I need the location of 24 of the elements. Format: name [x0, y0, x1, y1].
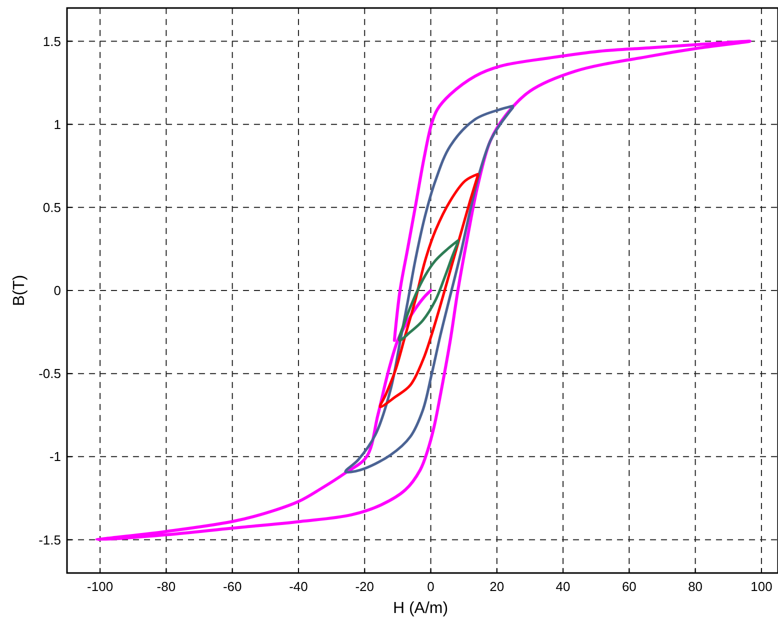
x-tick-label: 100 — [750, 579, 772, 594]
y-tick-label: 1 — [54, 116, 61, 132]
x-tick-label: 40 — [556, 579, 570, 594]
x-axis-title: H (A/m) — [392, 600, 448, 617]
y-tick-label: 0 — [54, 283, 61, 298]
line-series — [398, 239, 460, 342]
x-tick-label: -20 — [355, 579, 374, 594]
x-tick-label: -60 — [222, 579, 242, 594]
y-tick-label: 1.5 — [42, 34, 61, 49]
x-tick-label: 80 — [688, 579, 703, 594]
y-tick-label: -0.5 — [38, 366, 61, 382]
y-tick-label: 0.5 — [42, 200, 61, 215]
x-tick-label: 0 — [427, 579, 434, 594]
x-tick-label: -100 — [87, 579, 114, 594]
x-tick-label: 60 — [622, 579, 636, 594]
line-series — [95, 40, 752, 542]
y-tick-label: -1 — [49, 449, 61, 464]
x-tick-label: -80 — [156, 579, 176, 594]
y-tick-label: -1.5 — [38, 532, 61, 548]
x-tick-label: 20 — [490, 579, 504, 594]
y-axis-title: B(T) — [11, 274, 28, 306]
line-series — [378, 172, 480, 408]
line-series — [344, 104, 514, 474]
x-tick-label: -40 — [289, 579, 308, 594]
